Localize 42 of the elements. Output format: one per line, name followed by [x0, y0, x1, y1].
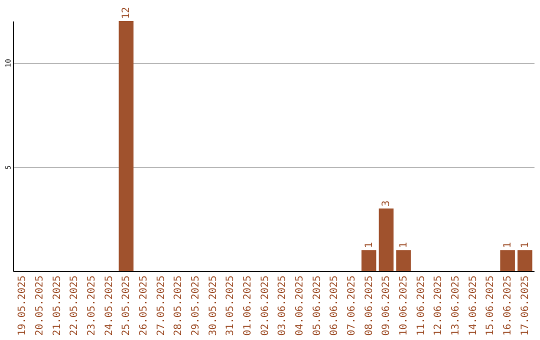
x-tick-label: 05.06.2025	[312, 276, 323, 336]
x-tick-label: 22.05.2025	[69, 276, 80, 336]
x-tick-label: 25.05.2025	[121, 276, 132, 336]
x-tick-label: 19.05.2025	[17, 276, 28, 336]
x-tick-label: 23.05.2025	[86, 276, 98, 336]
x-tick-label: 27.05.2025	[156, 276, 167, 336]
bar	[118, 21, 134, 271]
x-tick-label: 04.06.2025	[294, 276, 306, 336]
x-tick-label: 03.06.2025	[277, 276, 288, 336]
bar	[518, 250, 532, 271]
x-tick-label: 21.05.2025	[52, 276, 63, 336]
x-tick-label: 20.05.2025	[34, 276, 46, 336]
bar	[361, 250, 376, 271]
x-tick-label: 01.06.2025	[242, 276, 254, 336]
x-tick-label: 10.06.2025	[398, 276, 410, 336]
x-tick-label: 08.06.2025	[364, 276, 375, 336]
x-tick-label: 31.05.2025	[225, 276, 236, 336]
data-label: 1	[502, 242, 514, 248]
x-tick-label: 14.06.2025	[468, 276, 479, 336]
x-tick-label: 28.05.2025	[173, 276, 184, 336]
data-label: 1	[364, 242, 375, 248]
bar	[378, 208, 394, 271]
x-tick-label: 12.06.2025	[433, 276, 444, 336]
x-tick-label: 24.05.2025	[104, 276, 115, 336]
bar	[396, 250, 411, 271]
data-label: 1	[398, 242, 410, 248]
x-tick-label: 07.06.2025	[346, 276, 358, 336]
data-label: 3	[381, 200, 392, 206]
data-label: 1	[520, 242, 531, 248]
bar	[500, 250, 515, 271]
x-tick-label: 02.06.2025	[260, 276, 271, 336]
x-tick-label: 11.06.2025	[416, 276, 427, 336]
x-tick-label: 26.05.2025	[138, 276, 150, 336]
x-tick-label: 06.06.2025	[329, 276, 340, 336]
x-tick-label: 13.06.2025	[450, 276, 462, 336]
x-tick-label: 29.05.2025	[190, 276, 202, 336]
x-tick-label: 17.06.2025	[520, 276, 531, 336]
x-tick-label: 16.06.2025	[502, 276, 514, 336]
x-tick-label: 30.05.2025	[208, 276, 219, 336]
x-tick-label: 15.06.2025	[485, 276, 496, 336]
x-tick-label: 09.06.2025	[381, 276, 392, 336]
data-label: 12	[121, 6, 132, 19]
